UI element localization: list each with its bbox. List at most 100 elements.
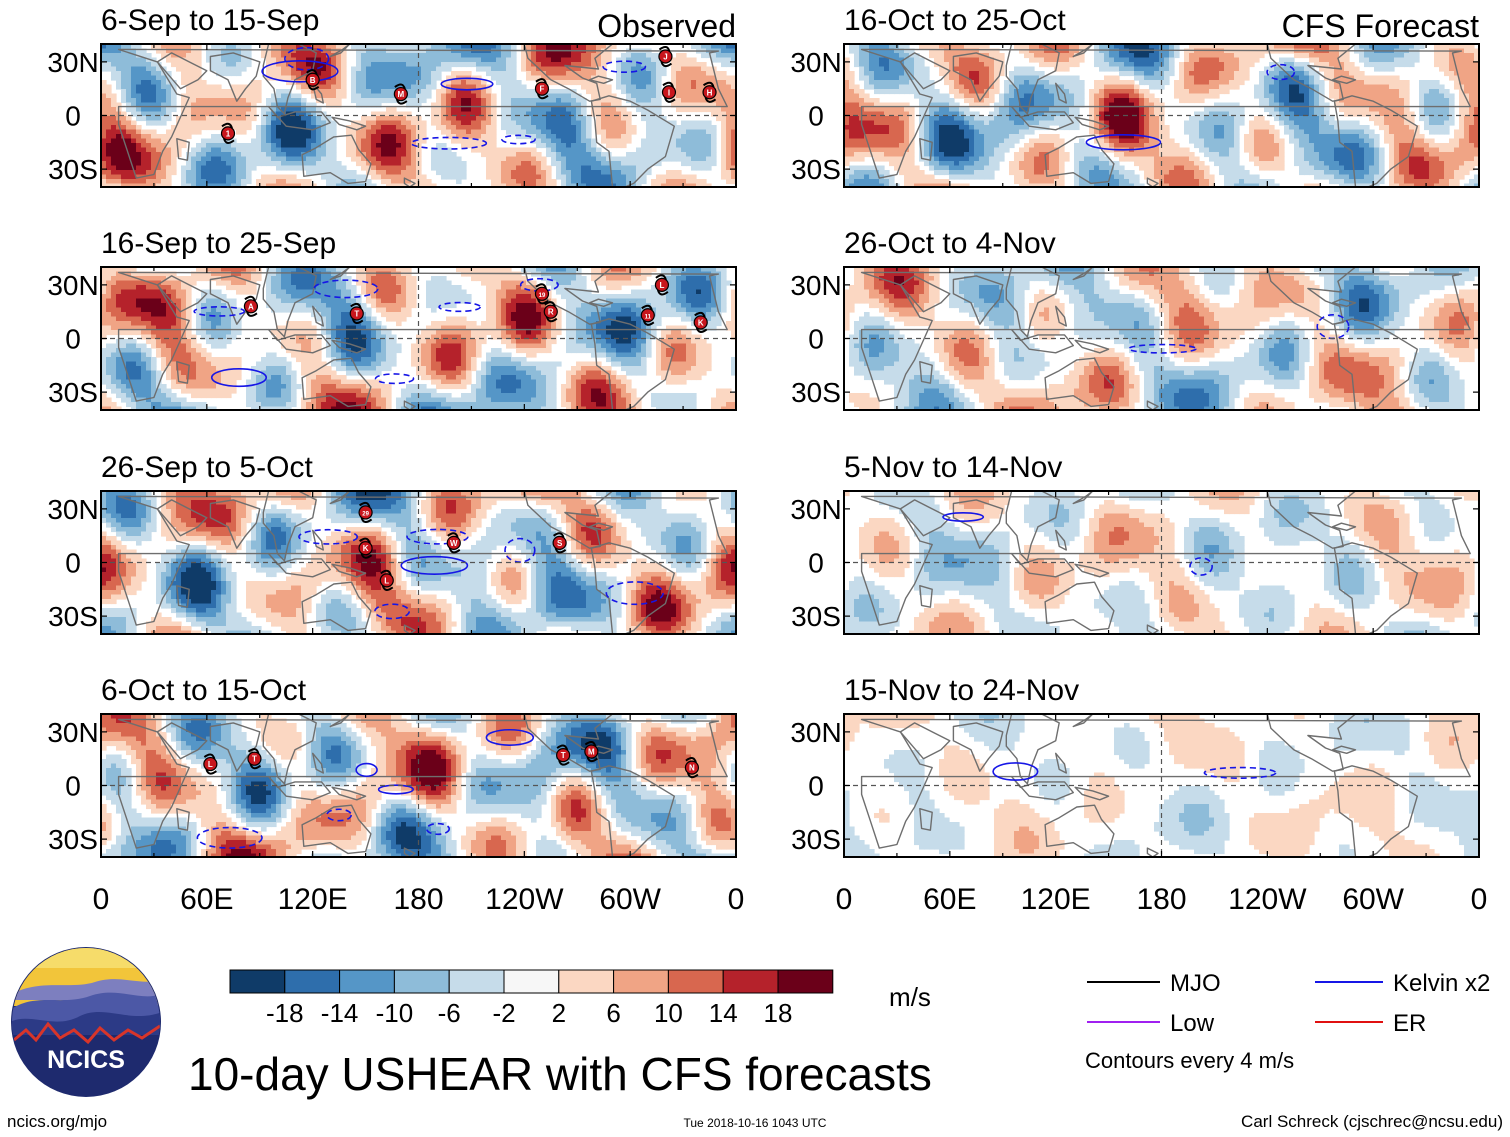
- y-tick-label: 0: [65, 324, 81, 355]
- storm-label: T: [561, 751, 566, 760]
- panel-title: 26-Oct to 4-Nov: [844, 227, 1056, 260]
- storm-label: M: [398, 90, 405, 99]
- colorbar-tick-label: -2: [492, 998, 515, 1028]
- storm-marker: K: [358, 537, 373, 559]
- storm-label: L: [384, 576, 389, 585]
- figure-title: 10-day USHEAR with CFS forecasts: [188, 1048, 932, 1100]
- panel-title: 26-Sep to 5-Oct: [101, 451, 313, 484]
- storm-marker: M: [584, 741, 599, 763]
- footer-url[interactable]: ncics.org/mjo: [7, 1112, 107, 1131]
- coastlines: [860, 267, 1471, 410]
- y-tick-label: 30S: [48, 824, 98, 855]
- storm-marker: 19: [534, 283, 550, 305]
- y-tick-label: 0: [808, 548, 824, 579]
- storm-label: 1: [226, 129, 231, 138]
- storm-label: A: [248, 302, 254, 311]
- colorbar-tick-label: -18: [266, 998, 304, 1028]
- panel-title: 16-Oct to 25-Oct: [844, 4, 1066, 37]
- storm-marker: J: [658, 45, 673, 68]
- storm-label: K: [363, 544, 369, 553]
- storm-marker: K: [693, 311, 708, 333]
- storm-marker: L: [203, 753, 218, 775]
- legend-label-kelvin: Kelvin x2: [1393, 970, 1490, 997]
- coastlines: [860, 44, 1471, 187]
- x-tick-label: 120E: [278, 883, 348, 916]
- y-tick-label: 0: [65, 548, 81, 579]
- storm-marker: L: [379, 569, 394, 591]
- colorbar-tick-label: 10: [654, 998, 683, 1028]
- colorbar-swatch: [722, 969, 779, 994]
- y-tick-label: 30N: [47, 494, 98, 525]
- storm-marker: 29: [358, 501, 373, 523]
- panel-title: 6-Sep to 15-Sep: [101, 4, 319, 37]
- storm-marker: R: [543, 301, 558, 323]
- storm-label: W: [450, 539, 458, 548]
- storm-marker: L: [654, 274, 670, 296]
- legend-label-mjo: MJO: [1170, 970, 1221, 997]
- y-tick-label: 30S: [48, 377, 98, 408]
- storm-marker: 11: [640, 304, 655, 326]
- footer-timestamp: Tue 2018-10-16 1043 UTC: [684, 1116, 827, 1130]
- anomaly-field: [844, 491, 1479, 634]
- storm-label: J: [663, 53, 667, 62]
- x-tick-label: 60E: [923, 883, 976, 916]
- storm-marker: T: [349, 302, 364, 325]
- panel-obs-2: 26-Sep to 5-Oct 29 K W L S 30N 0 30S: [47, 451, 737, 635]
- logo-text: NCICS: [47, 1046, 125, 1074]
- panel-obs-3: 6-Oct to 15-Oct L T T M N 30N 0 30S: [47, 674, 737, 858]
- legend: MJO Kelvin x2 Low ER Contours every 4 m/…: [1085, 970, 1490, 1073]
- footer-credit: Carl Schreck (cjschrec@ncsu.edu): [1241, 1112, 1503, 1131]
- storm-marker: N: [684, 757, 700, 779]
- contour-note: Contours every 4 m/s: [1085, 1048, 1294, 1073]
- y-tick-label: 30N: [790, 47, 841, 78]
- storm-marker: F: [534, 78, 550, 100]
- panel-title: 5-Nov to 14-Nov: [844, 451, 1062, 484]
- storm-label: L: [208, 760, 213, 769]
- panel-obs-0: 6-Sep to 15-Sep 1 B M F J I H 30N 0 30S: [47, 4, 737, 188]
- storm-marker: S: [552, 532, 567, 554]
- storm-marker: A: [243, 295, 259, 317]
- kelvin-contours: [1085, 63, 1296, 151]
- coastlines: [117, 491, 728, 634]
- x-tick-label: 0: [1471, 883, 1488, 916]
- y-tick-label: 30S: [791, 601, 841, 632]
- y-tick-label: 30N: [790, 270, 841, 301]
- storm-marker: H: [702, 81, 717, 103]
- storm-marker: T: [247, 748, 262, 770]
- kelvin-contours: [196, 728, 535, 849]
- x-tick-label: 120W: [1228, 883, 1307, 916]
- storm-label: 11: [645, 314, 652, 320]
- colorbar-swatch: [393, 969, 450, 994]
- storm-marker: W: [446, 532, 461, 554]
- colorbar-swatch: [448, 969, 505, 994]
- storm-label: B: [310, 76, 316, 85]
- storm-marker: B: [305, 69, 320, 91]
- storm-marker: I: [661, 81, 677, 103]
- x-tick-label: 180: [393, 883, 443, 916]
- coastlines: [860, 714, 1471, 857]
- storm-label: N: [689, 764, 695, 773]
- legend-label-er: ER: [1393, 1010, 1426, 1037]
- storm-marker: 1: [220, 122, 236, 144]
- y-tick-label: 30N: [47, 47, 98, 78]
- colorbar-swatch: [667, 969, 724, 994]
- colorbar-swatch: [339, 969, 395, 994]
- colorbar-swatch: [558, 969, 615, 994]
- storm-label: T: [354, 309, 359, 318]
- anomaly-field: [101, 44, 736, 187]
- y-tick-label: 30S: [791, 154, 841, 185]
- colorbar-tick-label: 2: [552, 998, 566, 1028]
- panel-title: 15-Nov to 24-Nov: [844, 674, 1079, 707]
- colorbar-swatch: [503, 969, 560, 994]
- storm-label: L: [659, 281, 664, 290]
- anomaly-field: [101, 491, 736, 634]
- y-tick-label: 0: [65, 101, 81, 132]
- storm-label: F: [540, 85, 545, 94]
- kelvin-contours: [942, 512, 1213, 576]
- y-tick-label: 30S: [791, 377, 841, 408]
- storm-label: H: [707, 88, 713, 97]
- y-tick-label: 0: [65, 771, 81, 802]
